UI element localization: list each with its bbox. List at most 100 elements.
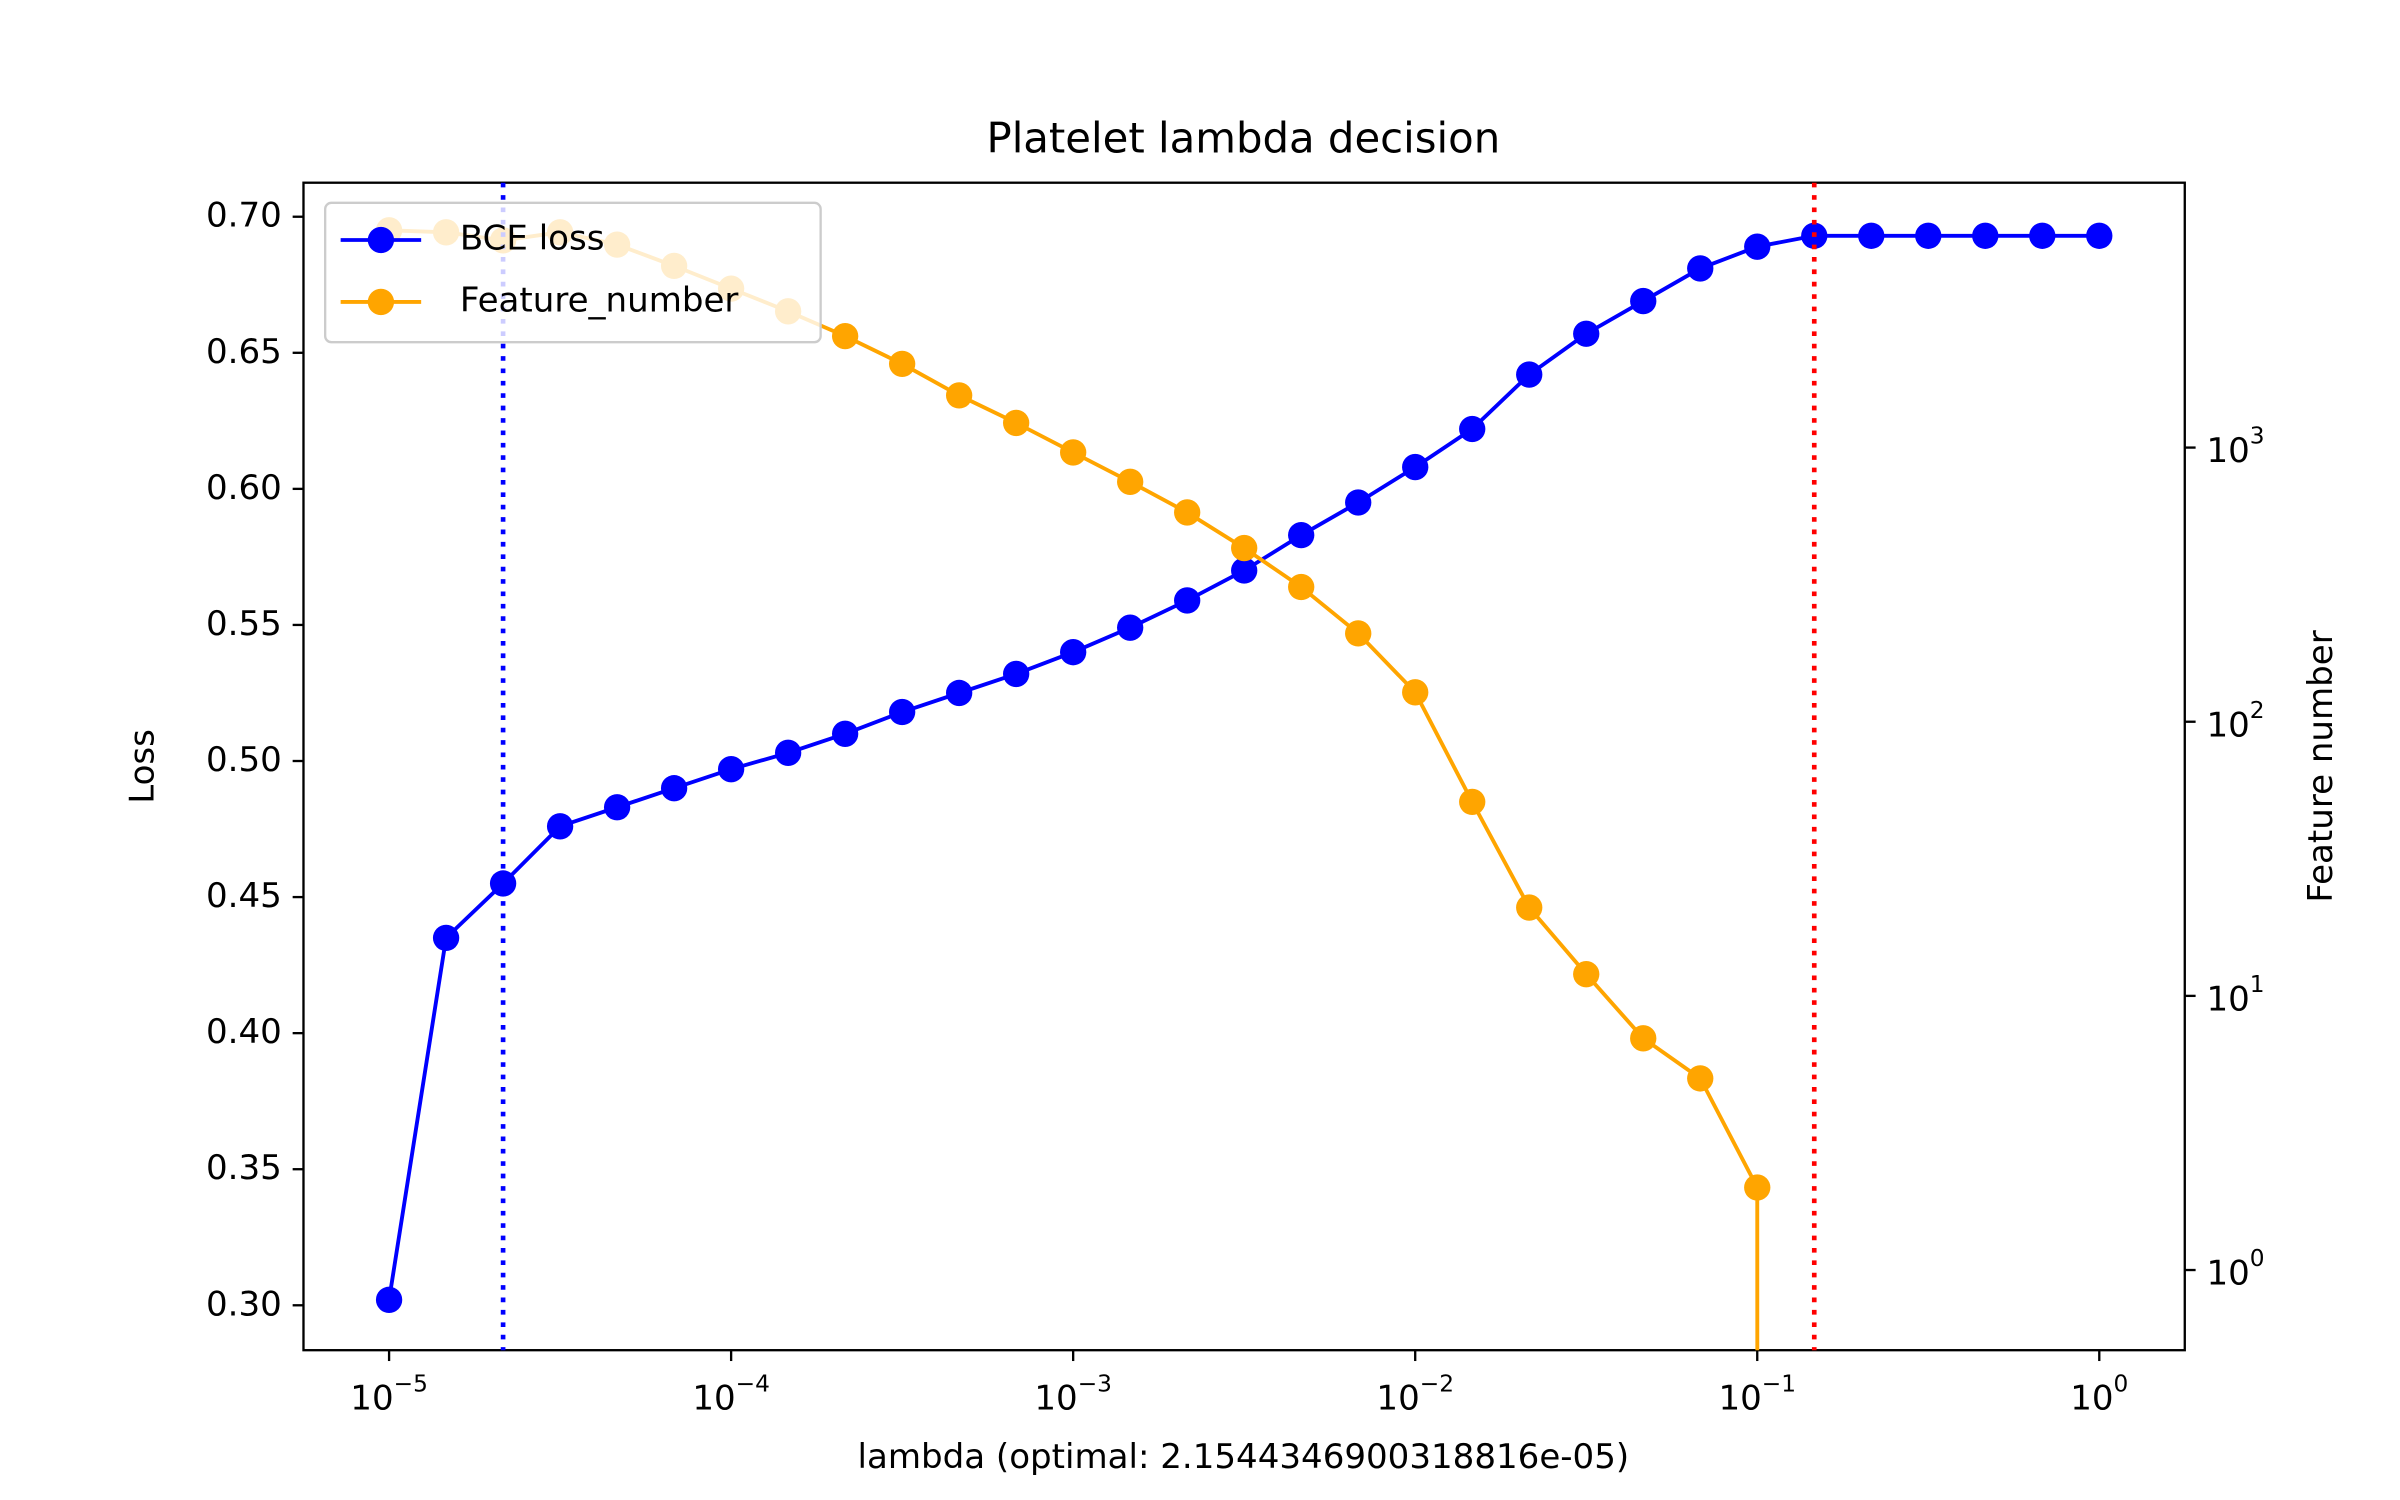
- data-point: [1174, 587, 1201, 614]
- tick-label: 0.65: [206, 331, 282, 371]
- tick-label: 0.40: [206, 1012, 282, 1052]
- tick-base: 10: [2206, 431, 2249, 471]
- tick-base: 0.65: [206, 331, 282, 371]
- tick-base: 0.50: [206, 740, 282, 780]
- tick-base: 0.40: [206, 1012, 282, 1052]
- data-point: [1174, 499, 1201, 526]
- data-point: [375, 1286, 403, 1314]
- data-point: [1002, 660, 1030, 688]
- legend-box: [324, 201, 822, 344]
- data-point: [1630, 1025, 1657, 1052]
- legend-label: Feature_number: [460, 280, 739, 320]
- data-point: [1573, 961, 1600, 988]
- tick-base: 10: [2206, 705, 2249, 745]
- data-point: [1117, 468, 1144, 495]
- data-point: [432, 924, 460, 952]
- data-point: [831, 322, 859, 350]
- tick-label: 0.55: [206, 603, 282, 643]
- data-point: [1402, 679, 1429, 706]
- tick-label: 10−2: [1376, 1370, 1454, 1418]
- data-point: [1744, 1174, 1771, 1201]
- legend: BCE loss Feature_number: [324, 201, 822, 344]
- tick-label: 0.50: [206, 740, 282, 780]
- tick-exponent: −4: [736, 1370, 770, 1397]
- data-point: [1972, 222, 1999, 249]
- data-point: [1060, 638, 1087, 666]
- tick-base: 10: [350, 1378, 393, 1418]
- plot-area: [375, 217, 2113, 1351]
- plot-frame: [302, 181, 2186, 1352]
- data-point: [888, 350, 916, 378]
- tick-base: 0.45: [206, 876, 282, 916]
- tick-base: 0.30: [206, 1284, 282, 1324]
- x-axis-label: lambda (optimal: 2.1544346900318816e-05): [858, 1437, 1630, 1477]
- data-point: [1345, 620, 1372, 647]
- tick-exponent: 1: [2250, 971, 2265, 998]
- tick-exponent: 0: [2114, 1370, 2129, 1397]
- tick-base: 10: [692, 1378, 735, 1418]
- data-point: [1744, 233, 1771, 260]
- tick-exponent: 3: [2250, 422, 2265, 449]
- data-point: [1516, 361, 1543, 388]
- tick-exponent: 0: [2250, 1245, 2265, 1272]
- data-point: [945, 679, 973, 707]
- data-point: [1288, 573, 1315, 601]
- data-point: [2029, 222, 2056, 249]
- tick-base: 10: [2070, 1378, 2113, 1418]
- data-point: [1231, 557, 1258, 584]
- y-axis-label: Loss: [122, 729, 162, 804]
- tick-base: 0.60: [206, 467, 282, 507]
- tick-exponent: −1: [1762, 1370, 1796, 1397]
- tick-label: 0.45: [206, 876, 282, 916]
- legend-marker: [367, 226, 395, 254]
- data-point: [1516, 894, 1543, 921]
- data-point: [717, 756, 745, 783]
- tick-label: 101: [2206, 971, 2264, 1019]
- tick-base: 10: [2206, 979, 2249, 1019]
- data-point: [774, 739, 802, 767]
- data-point: [489, 870, 517, 897]
- data-point: [1687, 1065, 1714, 1092]
- y2-axis-label: Feature number: [2301, 630, 2341, 902]
- data-point: [1459, 788, 1486, 816]
- tick-base: 0.55: [206, 603, 282, 643]
- tick-label: 0.60: [206, 467, 282, 507]
- tick-label: 103: [2206, 422, 2264, 470]
- tick-label: 10−1: [1718, 1370, 1796, 1418]
- data-point: [1858, 222, 1885, 249]
- tick-label: 10−5: [350, 1370, 428, 1418]
- tick-base: 10: [1718, 1378, 1761, 1418]
- data-point: [1288, 521, 1315, 549]
- series-line: [389, 228, 1760, 1351]
- data-point: [1459, 415, 1486, 443]
- series-line: [387, 233, 2100, 1301]
- data-point: [546, 813, 574, 840]
- tick-label: 10−3: [1034, 1370, 1112, 1418]
- data-point: [1630, 287, 1657, 315]
- tick-label: 100: [2070, 1370, 2128, 1418]
- data-point: [1117, 614, 1144, 641]
- data-point: [1002, 409, 1030, 437]
- data-point: [1915, 222, 1942, 249]
- tick-base: 10: [1376, 1378, 1419, 1418]
- data-point: [1402, 453, 1429, 481]
- tick-base: 10: [2206, 1253, 2249, 1293]
- tick-exponent: 2: [2250, 696, 2265, 723]
- tick-exponent: −2: [1420, 1370, 1454, 1397]
- data-point: [1573, 320, 1600, 347]
- data-point: [1060, 439, 1087, 466]
- data-point: [945, 382, 973, 409]
- tick-exponent: −3: [1078, 1370, 1112, 1397]
- tick-base: 0.35: [206, 1148, 282, 1188]
- tick-exponent: −5: [394, 1370, 428, 1397]
- data-point: [660, 775, 688, 802]
- data-point: [2086, 222, 2113, 249]
- legend-label: BCE loss: [460, 219, 605, 259]
- tick-label: 0.30: [206, 1284, 282, 1324]
- tick-label: 100: [2206, 1245, 2264, 1293]
- tick-label: 10−4: [692, 1370, 770, 1418]
- data-point: [1345, 489, 1372, 516]
- data-point: [888, 698, 916, 726]
